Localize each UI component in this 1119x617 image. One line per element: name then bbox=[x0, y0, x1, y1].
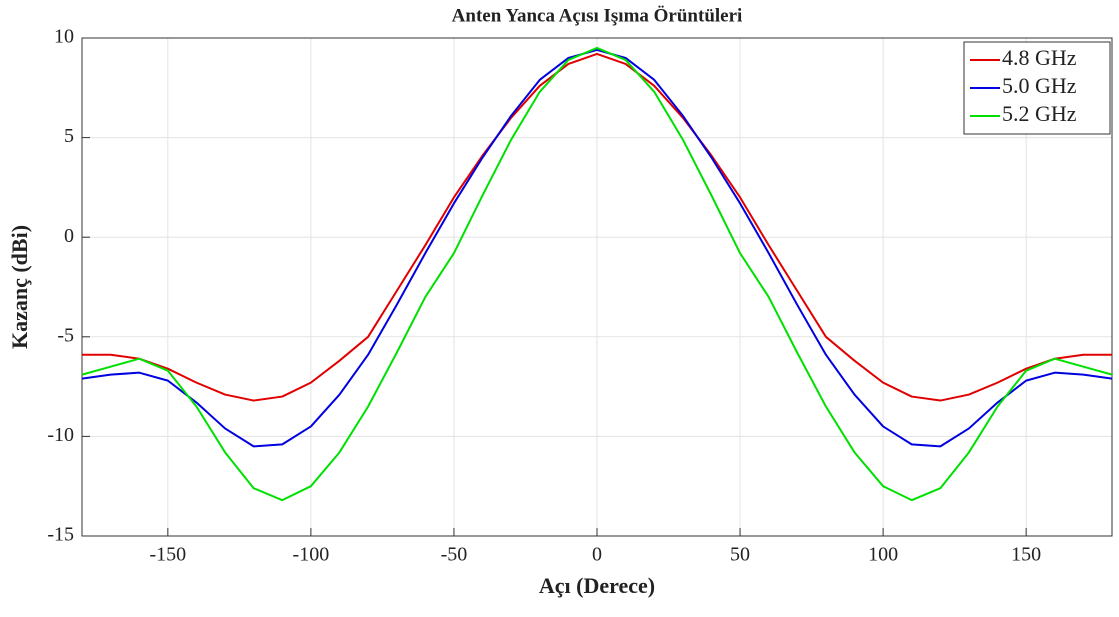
x-tick-label: 150 bbox=[1011, 544, 1041, 566]
x-tick-label: -150 bbox=[149, 544, 186, 566]
x-tick-label: 100 bbox=[868, 544, 898, 566]
x-axis-label: Açı (Derece) bbox=[539, 573, 655, 598]
y-tick-label: 5 bbox=[64, 125, 74, 147]
y-tick-label: 10 bbox=[54, 26, 74, 48]
y-tick-label: -10 bbox=[47, 424, 74, 446]
chart-title: Anten Yanca Açısı Işıma Örüntüleri bbox=[452, 5, 743, 26]
legend-label: 5.2 GHz bbox=[1002, 101, 1077, 126]
y-tick-label: 0 bbox=[64, 225, 74, 247]
plot-frame bbox=[81, 37, 1113, 537]
x-tick-label: 50 bbox=[730, 544, 750, 566]
x-tick-label: -50 bbox=[441, 544, 468, 566]
legend-label: 5.0 GHz bbox=[1002, 73, 1077, 98]
y-tick-label: -15 bbox=[47, 524, 74, 546]
legend-label: 4.8 GHz bbox=[1002, 45, 1077, 70]
series-line bbox=[82, 52, 1112, 402]
x-tick-label: -100 bbox=[293, 544, 330, 566]
x-tick-label: 0 bbox=[592, 544, 602, 566]
series-line bbox=[81, 46, 1113, 502]
series-line bbox=[81, 48, 1113, 448]
y-axis-label: Kazanç (dBi) bbox=[7, 225, 32, 349]
y-tick-label: -5 bbox=[57, 324, 74, 346]
